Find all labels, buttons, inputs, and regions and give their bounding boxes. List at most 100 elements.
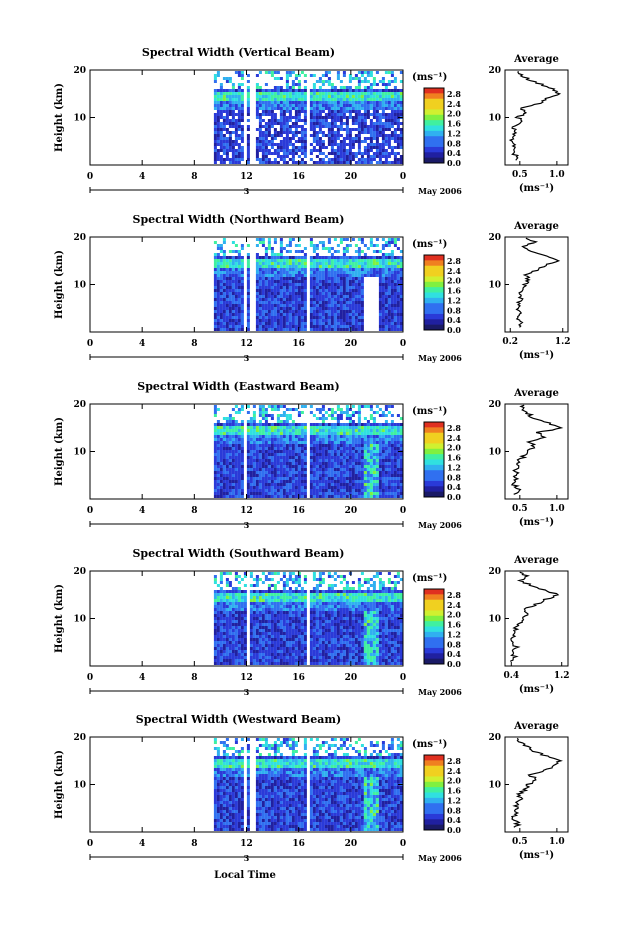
panel-title: Spectral Width (Eastward Beam) <box>137 380 339 393</box>
colorbar-tick-label: 0.8 <box>447 639 461 649</box>
date-label: May 2006 <box>418 853 462 863</box>
avg-unit: (ms⁻¹) <box>519 350 554 361</box>
avg-x-tick-label: 0.5 <box>512 504 528 514</box>
avg-y-tick-label: 20 <box>488 66 501 76</box>
colorbar-segment <box>424 615 444 622</box>
colorbar-segment <box>424 432 444 439</box>
colorbar-segment <box>424 808 444 815</box>
avg-y-tick-label: 20 <box>488 400 501 410</box>
colorbar-segment <box>424 813 444 820</box>
colorbar-frame <box>423 588 445 665</box>
colorbar-segment <box>424 443 444 450</box>
avg-frame <box>504 736 569 833</box>
date-label: May 2006 <box>418 687 462 697</box>
colorbar-segment <box>424 136 444 143</box>
x-tick-label: 8 <box>191 673 197 683</box>
colorbar-tick-label: 2.0 <box>447 776 461 786</box>
avg-x-tick-label: 0.5 <box>512 170 528 180</box>
y-tick-label: 10 <box>73 448 86 458</box>
colorbar-tick-label: 0.0 <box>447 492 461 502</box>
y-axis-label: Height (km) <box>54 584 65 653</box>
colorbar-segment <box>424 491 444 498</box>
avg-y-tick-label: 20 <box>488 567 501 577</box>
colorbar-tick-label: 0.8 <box>447 305 461 315</box>
day-label: 3 <box>244 520 250 530</box>
x-tick-label: 4 <box>139 506 145 516</box>
colorbar-segment <box>424 621 444 627</box>
colorbar-tick-label: 0.8 <box>447 805 461 815</box>
y-tick-label: 10 <box>73 781 86 791</box>
y-tick-label: 20 <box>73 733 86 743</box>
panel-title: Spectral Width (Southward Beam) <box>132 547 344 560</box>
colorbar-tick-label: 2.0 <box>447 610 461 620</box>
colorbar-segment <box>424 589 444 595</box>
colorbar-segment <box>424 454 444 460</box>
avg-y-tick-label: 10 <box>488 615 501 625</box>
avg-x-tick-label: 0.2 <box>502 337 518 347</box>
x-tick-label: 12 <box>240 839 253 849</box>
x-tick-label: 16 <box>292 839 305 849</box>
colorbar-tick-label: 2.0 <box>447 109 461 119</box>
avg-profile-line <box>510 404 564 495</box>
avg-profile-line <box>515 237 561 328</box>
colorbar-tick-label: 2.0 <box>447 276 461 286</box>
x-tick-label: 20 <box>345 673 358 683</box>
colorbar-segment <box>424 120 444 126</box>
x-tick-label: 4 <box>139 839 145 849</box>
colorbar-segment <box>424 824 444 831</box>
heatmap-cells <box>213 738 403 831</box>
colorbar-tick-label: 0.0 <box>447 659 461 669</box>
avg-profile-line <box>508 71 562 161</box>
colorbar-segment <box>424 653 444 660</box>
colorbar-segment <box>424 271 444 277</box>
x-tick-label: 0 <box>400 172 406 182</box>
x-tick-label: 0 <box>87 839 93 849</box>
colorbar-tick-label: 0.4 <box>447 315 461 325</box>
colorbar-tick-label: 1.6 <box>447 453 461 463</box>
heatmap-cells <box>213 71 403 164</box>
colorbar-segment <box>424 88 444 94</box>
colorbar-segment <box>424 313 444 320</box>
x-axis-label: Local Time <box>214 870 276 881</box>
panel-4: Spectral Width (Southward Beam) Height (k… <box>54 547 570 697</box>
colorbar-tick-label: 0.4 <box>447 482 461 492</box>
colorbar-tick-label: 2.4 <box>447 766 461 776</box>
avg-y-tick-label: 10 <box>488 114 501 124</box>
colorbar-frame <box>423 754 445 831</box>
colorbar-frame <box>423 421 445 498</box>
colorbar-segment <box>424 610 444 617</box>
colorbar-segment <box>424 265 444 272</box>
colorbar-segment <box>424 260 444 267</box>
x-tick-label: 12 <box>240 339 253 349</box>
y-tick-label: 20 <box>73 567 86 577</box>
colorbar-segment <box>424 605 444 611</box>
colorbar-segment <box>424 594 444 601</box>
colorbar-segment <box>424 781 444 788</box>
x-tick-label: 16 <box>292 172 305 182</box>
colorbar-segment <box>424 130 444 137</box>
colorbar-segment <box>424 475 444 482</box>
colorbar-tick-label: 1.2 <box>447 295 461 305</box>
colorbar-segment <box>424 776 444 783</box>
x-tick-label: 0 <box>400 673 406 683</box>
colorbar-segment <box>424 658 444 665</box>
x-tick-label: 20 <box>345 172 358 182</box>
colorbar-tick-label: 2.0 <box>447 443 461 453</box>
colorbar-segment <box>424 626 444 633</box>
x-tick-label: 4 <box>139 172 145 182</box>
x-tick-label: 20 <box>345 339 358 349</box>
colorbar-segment <box>424 797 444 804</box>
colorbar-segment <box>424 152 444 159</box>
x-tick-label: 0 <box>400 839 406 849</box>
colorbar-tick-label: 0.8 <box>447 138 461 148</box>
colorbar-tick-label: 2.4 <box>447 600 461 610</box>
avg-unit: (ms⁻¹) <box>519 850 554 861</box>
colorbar-tick-label: 1.2 <box>447 629 461 639</box>
colorbar-unit: (ms⁻¹) <box>412 739 447 750</box>
avg-x-tick-label: 1.2 <box>554 671 570 681</box>
colorbar-tick-label: 1.2 <box>447 462 461 472</box>
day-label: 3 <box>244 353 250 363</box>
colorbar-segment <box>424 448 444 455</box>
colorbar-tick-label: 1.6 <box>447 620 461 630</box>
colorbar-tick-label: 2.8 <box>447 423 461 433</box>
